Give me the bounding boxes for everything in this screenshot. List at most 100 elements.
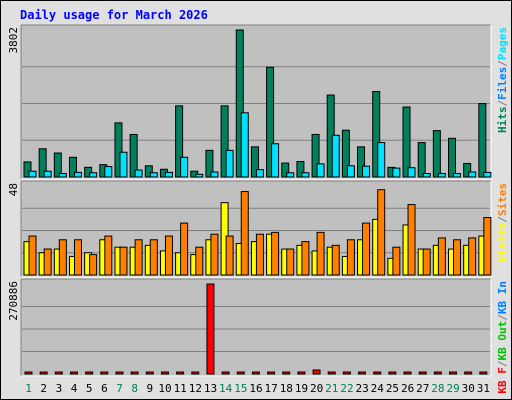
kbytes-bar [236, 371, 245, 375]
day-label: 21 [325, 382, 338, 395]
pages-bar [316, 163, 325, 178]
legend-entry: KB Out [496, 321, 509, 361]
day-label: 13 [204, 382, 217, 395]
legend-visits_sites: Visits/Sites [496, 183, 509, 263]
hits-bar [220, 105, 229, 178]
legend-kbytes: KB F/KB Out/KB In [496, 281, 509, 394]
sites-bar [58, 239, 67, 276]
y-max-label: 270886 [7, 281, 20, 321]
hits-bar [38, 148, 47, 178]
day-label: 7 [116, 382, 123, 395]
sites-bar [301, 241, 310, 276]
day-label: 15 [234, 382, 247, 395]
kbytes-bar [282, 371, 291, 375]
hits-bar [357, 146, 366, 178]
panel-kbytes: 270886 KB F/KB Out/KB In [7, 278, 509, 394]
kbytes-bar [418, 371, 427, 375]
pages-bar [392, 167, 401, 178]
sites-bar [483, 217, 492, 276]
legend-entry: KB In [496, 281, 509, 314]
hits-bar [311, 133, 320, 178]
pages-bar [73, 171, 82, 178]
pages-bar [301, 172, 310, 178]
chart-title: Daily usage for March 2026 [20, 8, 208, 22]
hits-bar [417, 142, 426, 178]
sites-bar [255, 233, 264, 276]
hits-bar [463, 162, 472, 178]
panel-kbytes-plot-area [21, 279, 491, 376]
kbytes-bar [130, 371, 139, 375]
sites-bar [286, 248, 295, 276]
legend-entry: / [496, 314, 509, 321]
kbytes-bar [251, 371, 260, 375]
pages-bar [104, 166, 113, 178]
y-max-label: 3802 [7, 27, 20, 54]
kbytes-bar [221, 371, 230, 375]
pages-bar [422, 173, 431, 178]
legend-entry: / [496, 60, 509, 67]
day-label: 18 [280, 382, 293, 395]
bars-hits_files_pages [23, 29, 492, 178]
panel-visits_sites: 48 Visits/Sites [7, 180, 509, 278]
day-label: 23 [356, 382, 369, 395]
sites-bar [240, 191, 249, 276]
pages-bar [195, 173, 204, 178]
kbytes-bar [24, 371, 33, 375]
day-label: 11 [174, 382, 187, 395]
sites-bar [407, 204, 416, 276]
sites-bar [73, 239, 82, 276]
kbytes-bar [449, 371, 458, 375]
sites-bar [210, 233, 219, 276]
hits-bar [129, 133, 138, 178]
hits-bar [53, 152, 62, 178]
kbytes-bar [358, 371, 367, 375]
hits-bar [372, 91, 381, 178]
day-label: 26 [401, 382, 414, 395]
bars-visits_sites [23, 189, 492, 276]
kbytes-bar [160, 371, 169, 375]
legend-entry: Sites [496, 183, 509, 216]
sites-bar [437, 237, 446, 276]
y-max-label: 48 [7, 183, 20, 196]
sites-bar [149, 239, 158, 276]
legend-hits_files_pages: Hits/Files/Pages [496, 27, 509, 133]
chart-panels: 3802Hits/Files/Pages48Visits/Sites270886… [7, 24, 509, 394]
kbytes-bar [191, 371, 200, 375]
day-label: 16 [249, 382, 262, 395]
day-label: 24 [371, 382, 385, 395]
pages-bar [377, 142, 386, 178]
kbytes-bar [145, 371, 154, 375]
sites-bar [225, 235, 234, 276]
kbytes-bar [267, 371, 276, 375]
pages-bar [271, 143, 280, 178]
day-label: 27 [416, 382, 429, 395]
panel-hits_files_pages: 3802 Hits/Files/Pages [7, 24, 509, 180]
day-label: 5 [86, 382, 93, 395]
sites-bar [346, 239, 355, 276]
bars-kbytes [24, 283, 488, 375]
kbytes-bar [206, 283, 215, 375]
sites-bar [362, 222, 371, 276]
pages-bar [43, 170, 52, 178]
sites-bar [422, 248, 431, 276]
sites-bar [195, 246, 204, 276]
day-label: 8 [131, 382, 138, 395]
x-axis-day-labels: 1 2 3 4 5 6 7 8 9 10 11 12 13 14 15 16 17 18 19 20 21 22 23 24 2… [25, 382, 490, 395]
kbytes-bar [39, 371, 48, 375]
legend-entry: Pages [496, 27, 509, 60]
pages-bar [286, 172, 295, 178]
day-label: 31 [477, 382, 490, 395]
pages-bar [119, 151, 128, 178]
hits-bar [114, 122, 123, 178]
kbytes-bar [312, 369, 321, 375]
day-label: 20 [310, 382, 323, 395]
hits-bar [296, 161, 305, 178]
legend-entry: / [496, 100, 509, 107]
day-label: 4 [71, 382, 78, 395]
pages-bar [468, 171, 477, 178]
day-label: 3 [56, 382, 63, 395]
hits-bar [448, 137, 457, 178]
pages-bar [28, 170, 37, 178]
sites-bar [43, 248, 52, 276]
